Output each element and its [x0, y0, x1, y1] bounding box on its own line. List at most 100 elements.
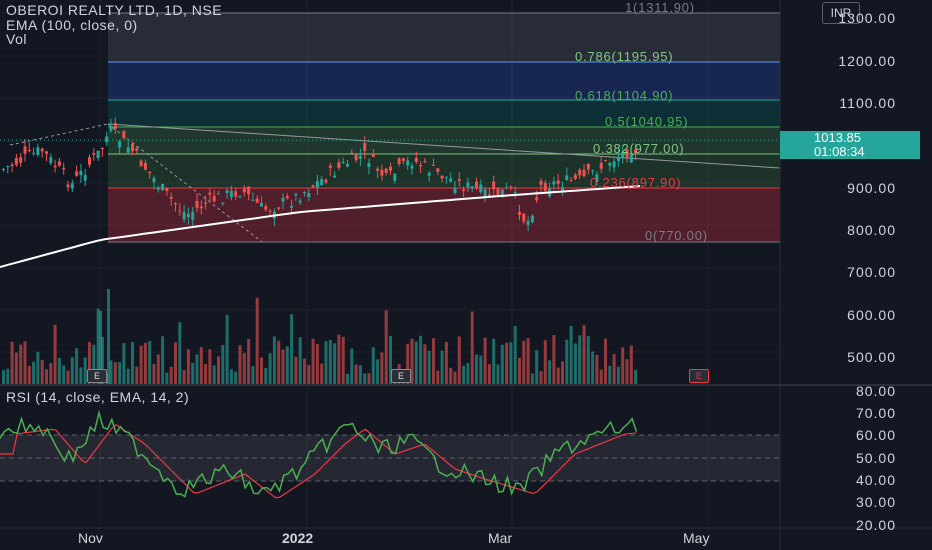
candle [444, 176, 448, 178]
candle [113, 123, 117, 129]
candle [462, 189, 466, 191]
candle [126, 147, 130, 153]
candle [247, 186, 251, 195]
earnings-badge[interactable]: E [391, 369, 411, 383]
volume-bar [109, 360, 113, 384]
candle [333, 175, 337, 178]
fib-level-label: 0.618(1104.90) [575, 88, 674, 103]
price-axis-tick: 1200.00 [838, 53, 896, 69]
rsi-indicator-label[interactable]: RSI (14, close, EMA, 14, 2) [6, 389, 190, 405]
candle [88, 157, 91, 165]
volume-bar [311, 338, 315, 384]
volume-bar [191, 362, 195, 384]
volume-bar [629, 345, 633, 384]
volume-bar [595, 355, 599, 384]
volume-bar [320, 363, 324, 384]
candle [122, 131, 126, 139]
volume-bar [10, 341, 14, 384]
volume-bar [406, 343, 410, 384]
x-label-mar: Mar [488, 530, 513, 546]
volume-bar [599, 369, 603, 384]
candle [92, 153, 96, 155]
candle [315, 181, 319, 188]
volume-bar [268, 353, 272, 384]
volume-bar [99, 311, 102, 384]
volume-bar [169, 366, 173, 384]
rsi-axis-tick: 30.00 [855, 494, 896, 510]
price-axis-tick: 600.00 [847, 307, 896, 323]
volume-bar [229, 369, 233, 384]
candle [530, 215, 534, 223]
volume-bar [582, 325, 586, 384]
candle [260, 202, 263, 207]
volume-bar [419, 335, 423, 384]
volume-bar [354, 364, 358, 384]
candle [634, 149, 638, 154]
candle [509, 186, 513, 188]
volume-bar [118, 362, 122, 384]
volume-bar [247, 339, 251, 384]
volume-bar [40, 359, 44, 384]
candle [414, 157, 418, 162]
candle [135, 148, 139, 151]
volume-bar [62, 365, 66, 384]
volume-bar [152, 363, 156, 384]
volume-bar [315, 343, 319, 384]
volume-bar [290, 314, 294, 384]
volume-bar [161, 336, 165, 384]
volume-bar [96, 308, 100, 384]
volume-bar [569, 325, 573, 384]
volume-bar [165, 372, 169, 384]
volume-bar [496, 364, 500, 384]
candle [535, 196, 539, 201]
candle [169, 196, 173, 199]
last-price: 1013.85 [814, 130, 861, 145]
volume-bar [604, 338, 607, 384]
x-label-nov: Nov [78, 530, 103, 546]
candle [36, 147, 40, 155]
candle [212, 195, 216, 202]
volume-bar [53, 324, 57, 384]
earnings-badge[interactable]: E [689, 369, 709, 383]
last-price-tag: 1013.85 01:08:34 [780, 131, 920, 159]
rsi-axis-tick: 40.00 [855, 472, 896, 488]
volume-bar [565, 339, 569, 384]
candle [419, 165, 423, 167]
volume-bar [363, 373, 367, 384]
volume-bar [432, 338, 435, 384]
candle [457, 179, 461, 182]
volume-bar [49, 363, 53, 384]
candle [268, 210, 272, 212]
volume-bar [324, 341, 328, 384]
volume-bar [100, 336, 104, 384]
volume-bar [264, 368, 268, 384]
volume-bar [462, 365, 466, 384]
volume-bar [2, 370, 5, 384]
candle [191, 211, 195, 220]
candle [19, 157, 23, 163]
volume-bar [113, 362, 117, 384]
price-axis-tick: 800.00 [847, 222, 896, 238]
volume-bar [625, 359, 629, 384]
ema-indicator-label[interactable]: EMA (100, close, 0) [6, 17, 138, 33]
candle [487, 194, 491, 197]
volume-bar [522, 340, 526, 384]
earnings-badge[interactable]: E [87, 369, 107, 383]
volume-bar [376, 359, 380, 384]
candle [109, 126, 113, 131]
volume-bar [518, 357, 521, 384]
candle [621, 151, 625, 158]
volume-bar [586, 336, 590, 384]
candle [604, 160, 607, 162]
candle [311, 185, 315, 188]
candle [204, 202, 208, 204]
currency-button[interactable]: INR [822, 2, 860, 24]
candle [358, 156, 362, 159]
candle [616, 156, 620, 161]
volume-label[interactable]: Vol [6, 31, 27, 47]
volume-bar [505, 342, 509, 384]
volume-bar [466, 363, 470, 384]
volume-bar [225, 314, 229, 384]
volume-bar [298, 337, 302, 384]
